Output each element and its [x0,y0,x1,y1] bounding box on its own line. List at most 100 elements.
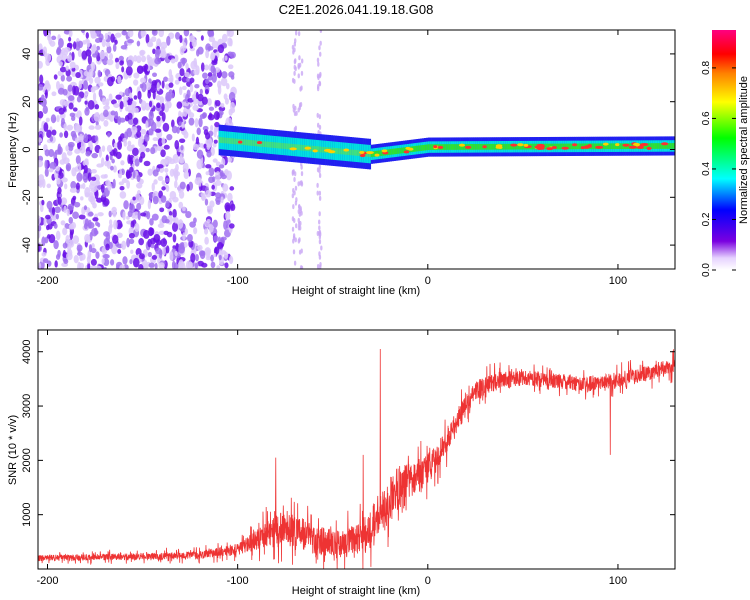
noise-cell [166,101,172,109]
noise-cell [86,39,91,48]
noise-cell [55,213,60,220]
noise-cell [132,169,136,179]
band-cell-core [462,144,465,150]
band-cell-core [616,143,619,150]
band-cell-core [374,150,377,157]
band-hotspot [517,143,524,147]
noise-cell [184,71,190,78]
noise-cell [186,233,193,243]
band-cell-core [652,143,655,149]
noise-cell [65,234,70,244]
noise-cell [57,186,62,195]
noise-cell [114,57,120,63]
noise-cell [53,74,58,80]
noise-cell [76,96,82,103]
noise-cell [188,112,195,119]
noise-cell [38,137,43,143]
noise-cell [184,228,188,235]
noise-cell [70,130,77,138]
noise-cell [160,41,168,50]
snr-x-tick-label: -100 [227,575,249,587]
band-cell-core [395,148,398,155]
streak-cell [297,31,301,37]
noise-cell [82,172,89,183]
noise-cell [127,112,133,120]
noise-cell [88,77,94,84]
streak-cell [318,173,322,179]
noise-cell [63,205,67,214]
spectrogram-x-axis-label: Height of straight line (km) [292,285,420,297]
noise-cell [63,258,69,265]
noise-cell [156,102,161,109]
band-hotspot [323,148,332,152]
spectrogram-y-tick-label: 40 [21,48,33,60]
noise-cell [115,61,120,70]
noise-cell [107,181,112,191]
noise-cell [44,167,49,177]
noise-cell [138,238,145,246]
noise-cell [119,60,124,66]
noise-cell [230,203,236,211]
noise-cell [148,262,155,268]
noise-cell [166,133,173,141]
noise-cell [108,219,113,226]
band-cell-core [657,143,661,149]
noise-cell [225,83,230,90]
noise-cell [191,133,195,142]
noise-cell [41,236,46,247]
spectrogram-x-tick-label: -200 [36,275,58,287]
noise-cell [112,211,117,218]
noise-cell [94,124,102,130]
noise-cell [74,148,81,154]
noise-cell [220,77,228,87]
noise-cell [148,110,154,121]
band-cell-core [579,143,583,150]
spectrogram-ticks [38,30,675,269]
band-cell-core [600,143,604,150]
band-cell-core [595,143,598,150]
noise-cell [81,30,85,34]
noise-cell [92,85,99,91]
noise-cell [171,125,178,134]
streak-cell [292,238,295,244]
noise-cell [199,88,203,95]
noise-cell [95,221,99,227]
noise-cell [102,254,110,259]
noise-cell [94,265,102,269]
band-cell-core [671,143,674,149]
noise-cell [178,157,185,164]
noise-cell [59,66,67,73]
band-cell-core [262,141,265,147]
noise-cell [84,100,88,105]
noise-cell [111,182,115,189]
noise-cell [67,203,74,211]
noise-cell [206,98,212,106]
streak-cell [298,225,302,231]
noise-cell [161,180,166,186]
noise-cell [59,159,66,165]
noise-cell [153,179,158,185]
noise-cell [118,181,124,186]
noise-cell [78,214,86,220]
noise-cell [182,232,186,241]
band-cell-core [479,143,482,150]
noise-cell [91,169,97,174]
band-cell-core [532,143,535,150]
noise-cell [84,233,91,243]
noise-cell [178,76,182,82]
noise-cell [95,251,100,259]
noise-cell [164,167,169,173]
noise-cell [83,164,88,174]
band-cell-core [475,144,478,150]
noise-cell [205,171,210,176]
noise-cell [54,206,61,214]
noise-cell [172,233,177,243]
band-cell-core [220,137,223,143]
band-hotspot [510,143,518,147]
noise-cell [105,102,109,107]
noise-cell [38,159,44,168]
noise-cell [174,172,179,182]
noise-cell [144,63,149,71]
spectrogram-y-tick-label: -20 [21,189,33,205]
noise-cell [181,85,187,91]
